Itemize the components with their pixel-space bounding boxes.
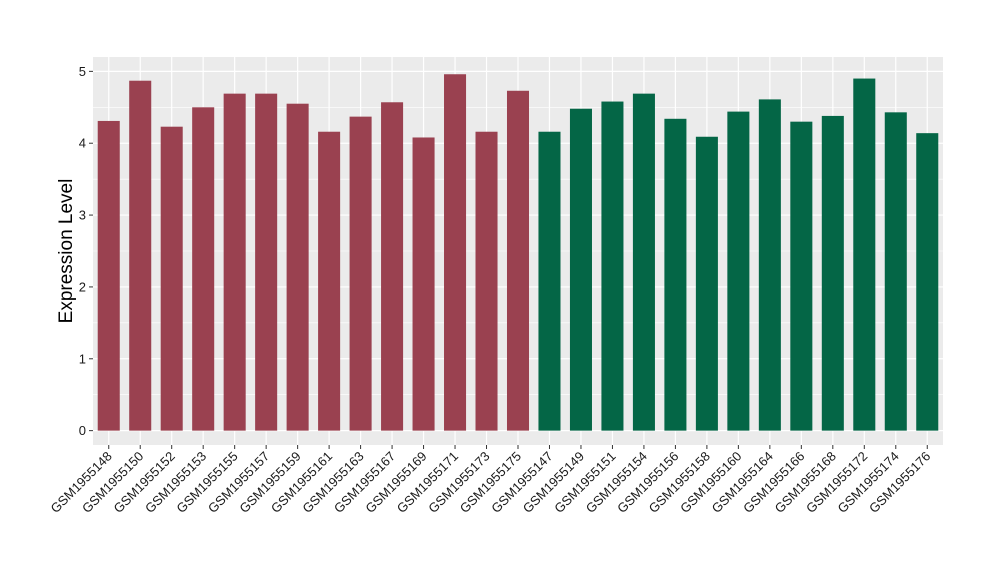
bar-GSM1955166 [790, 121, 813, 431]
bar-GSM1955172 [853, 78, 876, 431]
bar-GSM1955175 [506, 90, 530, 431]
y-axis-title: Expression Level [56, 179, 77, 324]
y-tick-label: 3 [79, 208, 86, 223]
y-tick-label: 1 [79, 351, 86, 366]
bar-GSM1955171 [444, 74, 467, 431]
bar-GSM1955168 [821, 115, 844, 431]
bar-GSM1955174 [884, 112, 907, 431]
bar-GSM1955160 [727, 111, 750, 431]
bar-GSM1955169 [412, 137, 435, 431]
bar-GSM1955152 [160, 126, 183, 431]
bar-GSM1955163 [349, 116, 372, 431]
y-tick-label: 5 [79, 64, 86, 79]
x-axis: GSM1955148GSM1955150GSM1955152GSM1955153… [48, 445, 933, 516]
bar-GSM1955149 [569, 108, 592, 431]
bar-GSM1955155 [223, 93, 246, 431]
y-tick-label: 2 [79, 279, 86, 294]
bar-GSM1955150 [129, 80, 152, 431]
bars [97, 74, 939, 431]
bar-GSM1955176 [916, 133, 939, 431]
y-axis: 0 1 2 3 4 5 [79, 64, 93, 438]
bar-GSM1955157 [255, 93, 278, 431]
y-tick-label: 0 [79, 423, 86, 438]
bar-GSM1955147 [538, 131, 561, 431]
bar-GSM1955158 [695, 136, 718, 431]
y-tick-label: 4 [79, 136, 86, 151]
bar-GSM1955154 [632, 93, 655, 431]
bar-GSM1955167 [381, 102, 404, 431]
bar-GSM1955148 [97, 120, 120, 431]
bar-GSM1955161 [318, 131, 341, 431]
bar-GSM1955159 [286, 103, 309, 431]
bar-GSM1955153 [192, 107, 215, 431]
bar-GSM1955164 [758, 99, 781, 431]
bar-GSM1955151 [601, 101, 624, 431]
bar-GSM1955156 [664, 118, 687, 431]
bar-GSM1955173 [475, 131, 498, 431]
